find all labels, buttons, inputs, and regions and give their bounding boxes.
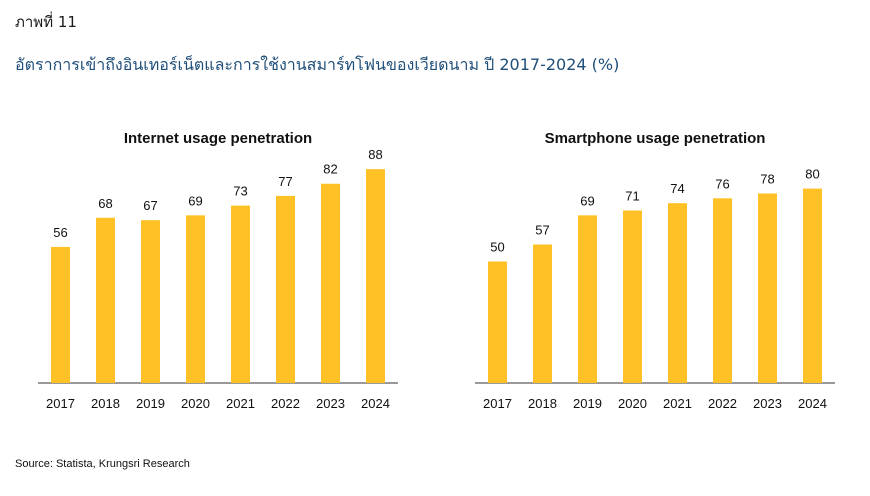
smartphone-bar-2017 (488, 261, 507, 383)
figure-label: ภาพที่ 11 (15, 13, 77, 31)
internet-value-label-2021: 73 (233, 184, 247, 199)
internet-tick-label-2024: 2024 (361, 396, 390, 411)
internet-value-label-2022: 77 (278, 174, 292, 189)
internet-value-label-2024: 88 (368, 147, 382, 162)
smartphone-tick-label-2023: 2023 (753, 396, 782, 411)
internet-bar-2024 (366, 169, 385, 383)
internet-value-label-2023: 82 (323, 162, 337, 177)
internet-tick-label-2020: 2020 (181, 396, 210, 411)
smartphone-value-label-2024: 80 (805, 167, 819, 182)
smartphone-value-label-2022: 76 (715, 176, 729, 191)
smartphone-value-label-2018: 57 (535, 222, 549, 237)
internet-bar-2021 (231, 205, 250, 383)
smartphone-tick-label-2022: 2022 (708, 396, 737, 411)
smartphone-tick-label-2018: 2018 (528, 396, 557, 411)
smartphone-chart-title: Smartphone usage penetration (545, 130, 766, 147)
internet-penetration-chart: Internet usage penetration 56 2017 68 2018 67… (18, 120, 418, 420)
internet-bar-2019 (141, 220, 160, 383)
internet-bar-2023 (321, 183, 340, 383)
smartphone-tick-label-2019: 2019 (573, 396, 602, 411)
smartphone-penetration-chart: Smartphone usage penetration 50 2017 57 2018… (455, 120, 855, 420)
smartphone-bar-2018 (533, 244, 552, 383)
smartphone-tick-label-2024: 2024 (798, 396, 827, 411)
internet-tick-label-2017: 2017 (46, 396, 75, 411)
internet-tick-label-2018: 2018 (91, 396, 120, 411)
smartphone-tick-label-2021: 2021 (663, 396, 692, 411)
source-note: Source: Statista, Krungsri Research (15, 458, 190, 470)
smartphone-bar-2022 (713, 198, 732, 383)
internet-value-label-2020: 69 (188, 193, 202, 208)
internet-bar-2017 (51, 246, 70, 383)
smartphone-value-label-2017: 50 (490, 240, 504, 255)
internet-chart-title: Internet usage penetration (124, 130, 312, 147)
internet-bar-2022 (276, 195, 295, 383)
internet-value-label-2019: 67 (143, 198, 157, 213)
internet-bar-2020 (186, 215, 205, 383)
internet-value-label-2017: 56 (53, 225, 67, 240)
smartphone-value-label-2019: 69 (580, 193, 594, 208)
smartphone-bar-2024 (803, 188, 822, 383)
internet-chart-svg: Internet usage penetration 56 2017 68 2018 67… (38, 130, 398, 411)
smartphone-value-label-2023: 78 (760, 171, 774, 186)
internet-value-label-2018: 68 (98, 196, 112, 211)
smartphone-bar-2021 (668, 203, 687, 383)
internet-tick-label-2023: 2023 (316, 396, 345, 411)
internet-tick-label-2021: 2021 (226, 396, 255, 411)
figure-title: อัตราการเข้าถึงอินเทอร์เน็ตและการใช้งานส… (15, 55, 620, 74)
smartphone-bar-2020 (623, 210, 642, 383)
smartphone-value-label-2021: 74 (670, 181, 684, 196)
smartphone-value-label-2020: 71 (625, 188, 639, 203)
internet-tick-label-2022: 2022 (271, 396, 300, 411)
smartphone-chart-svg: Smartphone usage penetration 50 2017 57 2018… (475, 130, 835, 411)
internet-bar-2018 (96, 217, 115, 383)
smartphone-bar-2023 (758, 193, 777, 383)
smartphone-bar-2019 (578, 215, 597, 383)
smartphone-tick-label-2020: 2020 (618, 396, 647, 411)
smartphone-tick-label-2017: 2017 (483, 396, 512, 411)
internet-tick-label-2019: 2019 (136, 396, 165, 411)
